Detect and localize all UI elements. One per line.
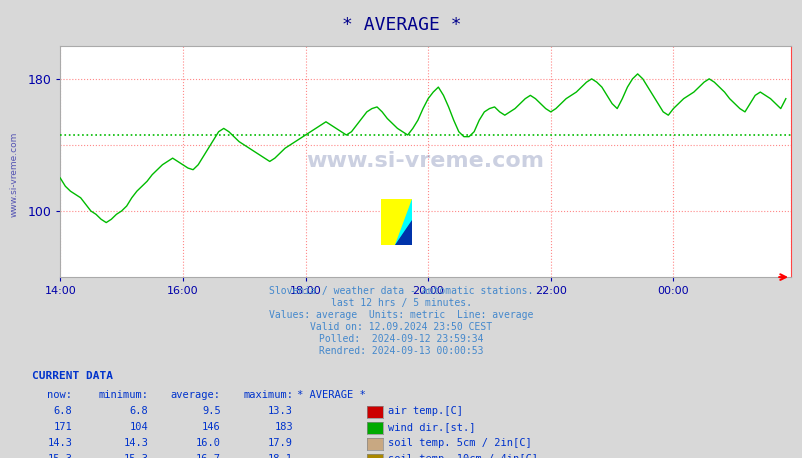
Text: Valid on: 12.09.2024 23:50 CEST: Valid on: 12.09.2024 23:50 CEST: [310, 322, 492, 332]
Text: * AVERAGE *: * AVERAGE *: [342, 16, 460, 34]
Text: 171: 171: [54, 422, 72, 432]
Text: 6.8: 6.8: [130, 406, 148, 416]
Text: Polled:  2024-09-12 23:59:34: Polled: 2024-09-12 23:59:34: [319, 334, 483, 344]
Text: 18.1: 18.1: [268, 454, 293, 458]
Text: 9.5: 9.5: [202, 406, 221, 416]
Text: www.si-vreme.com: www.si-vreme.com: [306, 152, 544, 171]
Text: 15.3: 15.3: [124, 454, 148, 458]
Text: wind dir.[st.]: wind dir.[st.]: [387, 422, 475, 432]
Text: last 12 hrs / 5 minutes.: last 12 hrs / 5 minutes.: [330, 298, 472, 308]
Text: air temp.[C]: air temp.[C]: [387, 406, 462, 416]
Text: minimum:: minimum:: [99, 390, 148, 400]
Text: www.si-vreme.com: www.si-vreme.com: [10, 131, 18, 217]
Text: Values: average  Units: metric  Line: average: Values: average Units: metric Line: aver…: [269, 310, 533, 320]
Text: maximum:: maximum:: [243, 390, 293, 400]
Text: soil temp. 10cm / 4in[C]: soil temp. 10cm / 4in[C]: [387, 454, 537, 458]
Text: now:: now:: [47, 390, 72, 400]
Text: soil temp. 5cm / 2in[C]: soil temp. 5cm / 2in[C]: [387, 438, 531, 448]
Text: 13.3: 13.3: [268, 406, 293, 416]
Text: Rendred: 2024-09-13 00:00:53: Rendred: 2024-09-13 00:00:53: [319, 346, 483, 356]
Polygon shape: [395, 199, 411, 245]
Text: Slovenia / weather data - automatic stations.: Slovenia / weather data - automatic stat…: [269, 286, 533, 296]
Text: 6.8: 6.8: [54, 406, 72, 416]
Polygon shape: [395, 220, 411, 245]
Text: 146: 146: [202, 422, 221, 432]
Text: average:: average:: [171, 390, 221, 400]
Text: CURRENT DATA: CURRENT DATA: [32, 371, 113, 381]
Text: 16.7: 16.7: [196, 454, 221, 458]
Text: 14.3: 14.3: [47, 438, 72, 448]
Text: * AVERAGE *: * AVERAGE *: [296, 390, 365, 400]
Text: 17.9: 17.9: [268, 438, 293, 448]
Text: 183: 183: [274, 422, 293, 432]
Text: 16.0: 16.0: [196, 438, 221, 448]
Text: 14.3: 14.3: [124, 438, 148, 448]
Text: 104: 104: [130, 422, 148, 432]
Text: 15.3: 15.3: [47, 454, 72, 458]
